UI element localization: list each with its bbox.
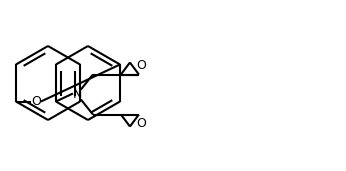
Text: O: O xyxy=(136,59,146,72)
Text: O: O xyxy=(136,117,146,130)
Text: N: N xyxy=(73,88,83,101)
Text: O: O xyxy=(31,95,41,108)
